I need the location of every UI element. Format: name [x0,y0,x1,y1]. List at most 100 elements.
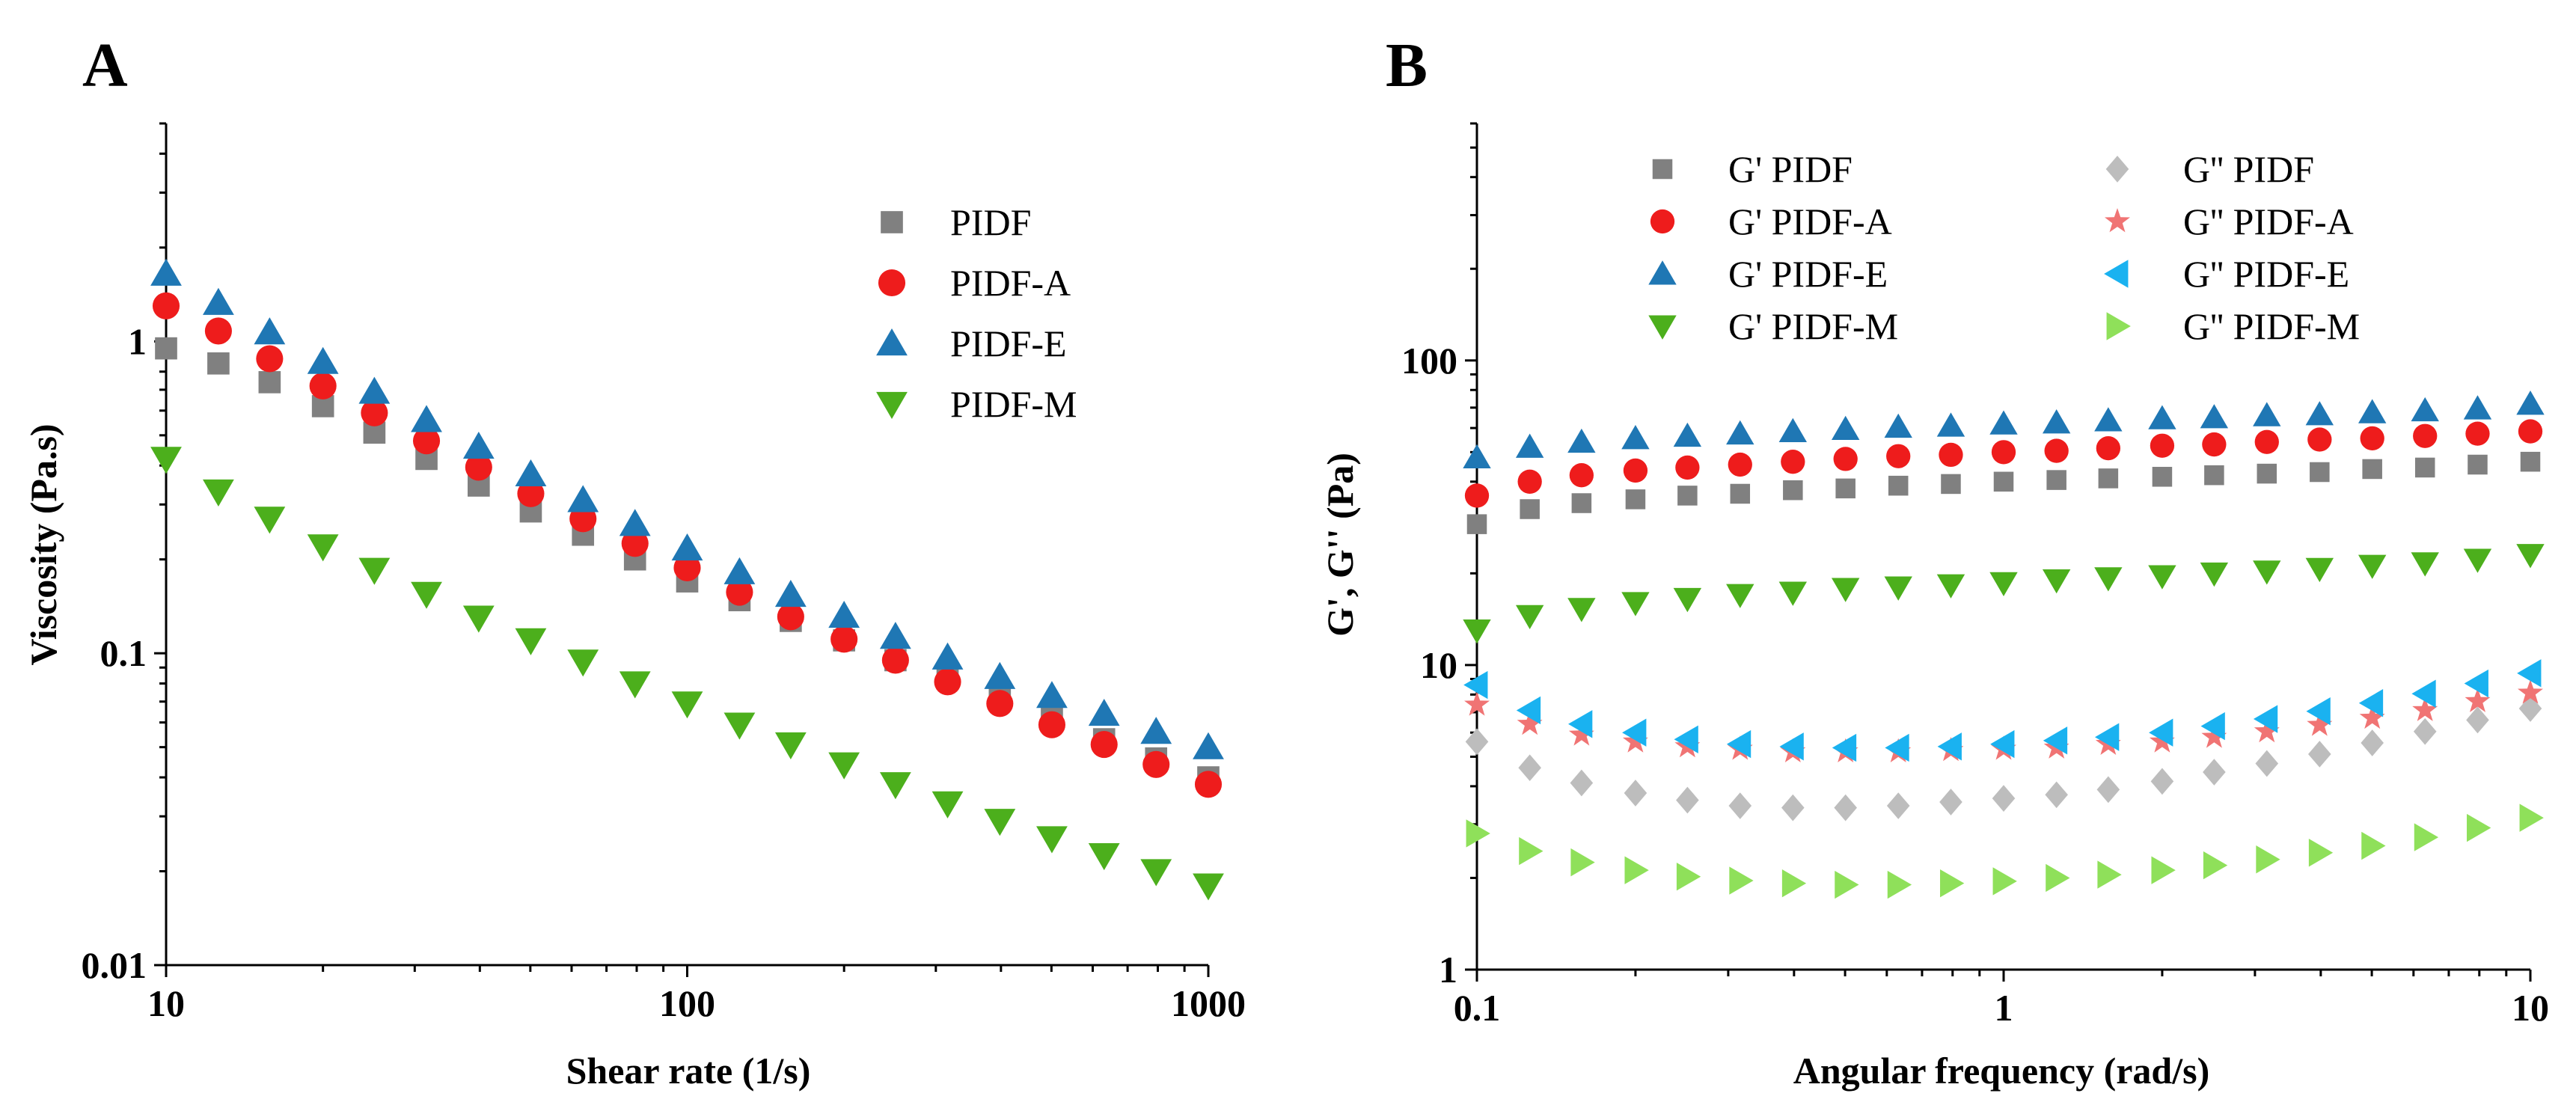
data-point [1675,455,1700,480]
data-point [1939,442,1963,468]
data-point [2148,565,2176,590]
data-point [1832,733,1857,762]
data-point [774,580,807,608]
data-point [1884,576,1912,601]
data-point [2517,659,2542,688]
data-point [1516,696,1541,725]
data-point [2254,429,2279,454]
data-point [2257,463,2277,484]
data-point [256,345,284,373]
data-point [155,337,177,360]
data-point [2253,705,2278,733]
data-point [1517,710,1543,735]
data-point [2046,863,2070,893]
panel-a-y-axis-title: Viscosity (Pa.s) [22,423,64,665]
data-point [2306,697,2331,726]
panel-a-data-points [150,258,1224,901]
data-point [2201,723,2227,748]
panel-b-legend-entry: G'' PIDF-A [2105,201,2354,242]
data-point [2098,468,2119,489]
data-point [254,507,286,534]
data-point [1623,458,1648,483]
panel-a-x-tick-label: 10 [147,982,185,1024]
data-point [1834,794,1857,821]
data-point [2463,548,2492,573]
data-point [2307,427,2332,452]
data-point [2148,405,2176,429]
legend-label-g-double-prime-pidf: G'' PIDF [2183,148,2314,190]
data-point [2465,688,2491,712]
legend-marker-g-prime-pidf [1652,159,1673,180]
data-point [1140,717,1172,744]
panel-b-legend-entry: G' PIDF-E [1648,253,1888,295]
data-point [2203,851,2228,880]
data-point [1726,729,1752,759]
panel-b-series-g-prime-pidf-m [1463,544,2545,644]
data-point [2466,706,2489,734]
data-point [830,625,858,653]
data-point [2411,397,2439,422]
data-point [2465,421,2490,446]
data-point [671,533,703,561]
data-point [1674,725,1698,753]
panel-a-legend-entry: PIDF-A [878,262,1071,304]
data-point [2200,711,2225,741]
data-point [931,791,964,818]
panel-b-x-tick-label: 1 [1995,987,2013,1029]
data-point [1515,605,1544,630]
data-point [1781,869,1807,898]
data-point [1193,732,1224,759]
panel-b-y-axis-title: G', G'' (Pa) [1319,453,1361,637]
data-point [412,427,441,455]
data-point [2518,679,2543,704]
legend-marker-pidf-a [878,269,906,297]
data-point [1676,862,1701,891]
data-point [2152,467,2173,487]
data-point [2254,717,2280,743]
data-point [2149,728,2175,753]
data-point [204,317,232,345]
data-point [1885,733,1909,762]
data-point [1624,856,1649,884]
panel-a-x-axis-title: Shear rate (1/s) [566,1050,811,1092]
data-point [1783,480,1803,501]
data-point [307,346,339,374]
data-point [1519,836,1544,866]
data-point [462,605,495,633]
panel-b-legend-entry: G'' PIDF-E [2104,253,2349,295]
data-point [1726,584,1754,608]
data-point [2411,679,2436,708]
data-point [881,646,909,674]
panel-a-legend-entry: PIDF [881,201,1031,243]
data-point [1941,474,1961,495]
data-point [931,642,964,670]
data-point [1463,619,1491,644]
data-point [1567,598,1596,622]
data-point [1621,425,1650,450]
data-point [203,479,234,507]
data-point [1886,444,1911,468]
data-point [2308,741,2331,768]
data-point [723,712,756,740]
data-point [2150,768,2174,795]
data-point [1569,463,1594,488]
data-point [254,317,286,345]
data-point [986,690,1014,717]
panel-a-y-tick-label: 1 [128,320,147,362]
data-point [2412,697,2438,721]
data-point [358,557,391,585]
data-point [2095,723,2120,751]
data-point [2253,560,2281,585]
data-point [2360,426,2384,451]
data-point [1835,870,1859,899]
data-point [1036,681,1068,709]
panel-b-legend-entry: G' PIDF [1652,148,1853,190]
data-point [2361,729,2384,756]
data-point [1940,869,1965,898]
panel-a-series-pidf-a [152,292,1223,798]
data-point [1781,794,1805,821]
data-point [411,581,442,609]
data-point [2467,813,2491,842]
data-point [1625,489,1646,509]
